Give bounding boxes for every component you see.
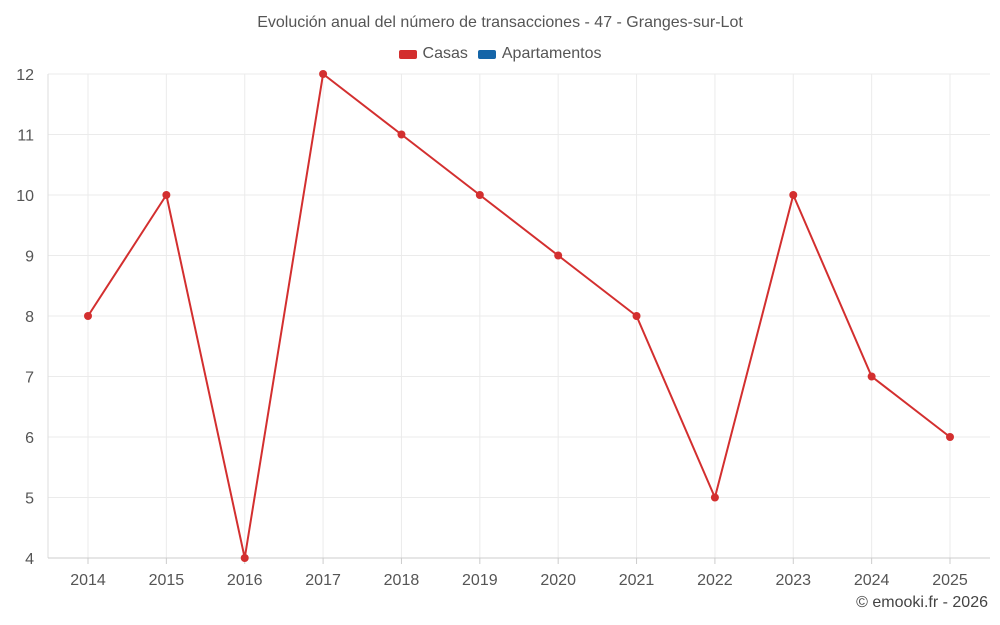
x-tick-label-2021: 2021 (619, 572, 655, 589)
series (84, 70, 954, 562)
x-tick-label-2022: 2022 (697, 572, 733, 589)
x-tick-label-2017: 2017 (305, 572, 341, 589)
legend: Casas Apartamentos (0, 45, 1000, 63)
x-tick-label-2014: 2014 (70, 572, 106, 589)
x-tick-label-2024: 2024 (854, 572, 890, 589)
data-point-casas-2025 (946, 433, 954, 441)
grid (48, 73, 990, 558)
x-tick-label-2018: 2018 (384, 572, 420, 589)
y-tick-label-5: 5 (25, 491, 34, 508)
series-line-casas (87, 73, 951, 559)
data-point-casas-2015 (162, 191, 171, 199)
x-tick-label-2020: 2020 (540, 572, 576, 589)
data-point-casas-2019 (475, 191, 484, 199)
data-point-casas-2018 (397, 130, 406, 139)
x-tick-label-2023: 2023 (775, 572, 811, 589)
x-tick-labels: 2014 2015 2016 2017 2018 2019 2020 2021 2022 2023… (70, 572, 968, 589)
axes (47, 74, 990, 564)
legend-item-casas[interactable]: Casas (398, 45, 468, 63)
data-point-casas-2022 (710, 493, 719, 502)
y-tick-label-12: 12 (16, 67, 34, 84)
data-point-casas-2014 (84, 312, 92, 320)
y-tick-label-8: 8 (25, 309, 34, 326)
y-tick-label-9: 9 (25, 249, 34, 266)
x-tick-label-2025: 2025 (932, 572, 968, 589)
data-point-casas-2016 (240, 554, 249, 562)
x-tick-label-2016: 2016 (227, 572, 263, 589)
data-point-casas-2020 (554, 251, 563, 260)
y-tick-label-11: 11 (17, 128, 34, 145)
legend-label-apartamentos: Apartamentos (501, 45, 602, 62)
chart-title: Evolución anual del número de transaccio… (257, 14, 743, 31)
credit-text: © emooki.fr - 2026 (856, 594, 988, 611)
data-point-casas-2023 (789, 191, 798, 199)
legend-swatch-casas (398, 49, 417, 59)
data-point-casas-2024 (867, 372, 876, 381)
y-tick-label-4: 4 (25, 551, 34, 568)
legend-item-apartamentos[interactable]: Apartamentos (477, 45, 602, 63)
data-point-casas-2017 (319, 70, 328, 78)
y-tick-label-7: 7 (25, 370, 34, 387)
y-tick-label-6: 6 (25, 430, 34, 447)
x-tick-label-2015: 2015 (149, 572, 185, 589)
legend-swatch-apartamentos (477, 49, 496, 59)
y-tick-labels: 4 5 6 7 8 9 10 11 12 (16, 67, 34, 568)
legend-label-casas: Casas (422, 45, 468, 62)
data-point-casas-2021 (632, 312, 641, 320)
x-tick-label-2019: 2019 (462, 572, 498, 589)
y-tick-label-10: 10 (16, 188, 34, 205)
